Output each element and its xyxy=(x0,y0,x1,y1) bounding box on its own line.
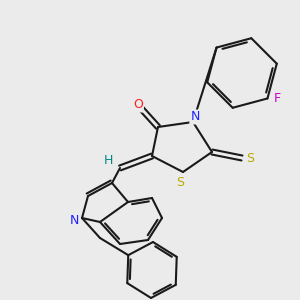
Text: F: F xyxy=(274,92,281,105)
Text: O: O xyxy=(133,98,143,112)
Text: H: H xyxy=(103,154,113,166)
Text: N: N xyxy=(190,110,200,124)
Text: S: S xyxy=(246,152,254,164)
Text: S: S xyxy=(176,176,184,188)
Text: F: F xyxy=(272,94,279,107)
Text: N: N xyxy=(69,214,79,226)
